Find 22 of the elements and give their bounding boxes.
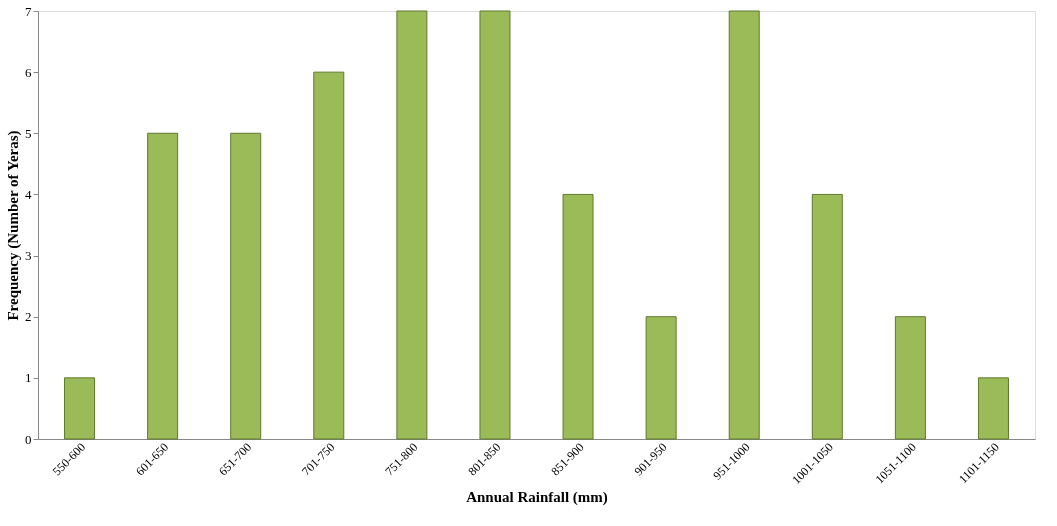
bar bbox=[645, 316, 677, 440]
bar bbox=[728, 10, 760, 440]
y-tick-label: 6 bbox=[25, 64, 32, 80]
y-tick-label: 2 bbox=[25, 309, 32, 325]
bar bbox=[811, 193, 843, 440]
y-tick-label: 0 bbox=[25, 431, 32, 447]
bar bbox=[313, 71, 345, 440]
bar bbox=[64, 377, 96, 440]
bar bbox=[562, 193, 594, 440]
y-tick-label: 5 bbox=[25, 125, 32, 141]
y-tick-label: 3 bbox=[25, 248, 32, 264]
bar bbox=[479, 10, 511, 440]
y-tick-label: 4 bbox=[25, 186, 32, 202]
bar bbox=[396, 10, 428, 440]
bar bbox=[230, 132, 262, 440]
y-tick-label: 1 bbox=[25, 370, 32, 386]
y-axis-title: Frequency (Number of Yeras) bbox=[5, 130, 22, 321]
x-axis-title: Annual Rainfall (mm) bbox=[466, 489, 608, 507]
bar bbox=[894, 316, 926, 440]
bar bbox=[147, 132, 179, 440]
y-tick-label: 7 bbox=[25, 3, 32, 19]
bar bbox=[977, 377, 1009, 440]
